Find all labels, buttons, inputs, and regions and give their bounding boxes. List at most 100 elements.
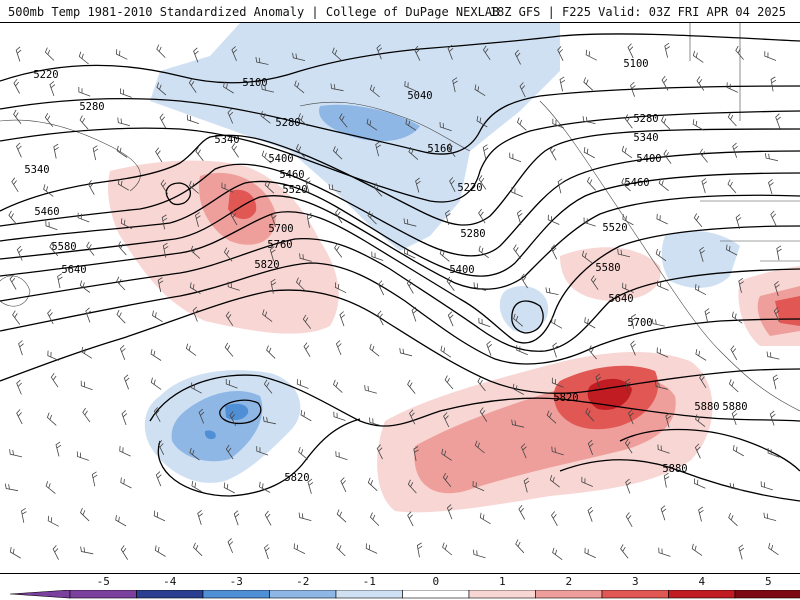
wind-barb bbox=[473, 549, 486, 559]
wind-barb bbox=[262, 416, 276, 425]
wind-barb bbox=[333, 379, 343, 393]
wind-barb bbox=[160, 179, 169, 195]
wind-barb bbox=[546, 410, 557, 424]
wind-barb bbox=[764, 51, 777, 61]
wind-barb bbox=[772, 374, 779, 390]
colorbar-tick-label: -3 bbox=[229, 575, 243, 588]
wind-barb bbox=[482, 144, 489, 160]
wind-barb bbox=[300, 409, 312, 422]
wind-barb bbox=[765, 153, 778, 162]
wind-barb bbox=[227, 538, 234, 554]
wind-barb bbox=[661, 116, 671, 130]
wind-barb bbox=[622, 214, 634, 226]
wind-barb bbox=[511, 419, 525, 428]
wind-barb bbox=[760, 481, 773, 491]
contour-label: 5700 bbox=[268, 223, 293, 235]
wind-barb bbox=[584, 317, 596, 329]
wind-barb bbox=[365, 543, 378, 554]
wind-barb bbox=[193, 542, 203, 557]
colorbar-swatch bbox=[269, 590, 337, 599]
wind-barbs bbox=[4, 42, 782, 561]
height-contours bbox=[0, 33, 800, 502]
wind-barb bbox=[270, 278, 277, 294]
colorbar-tick-label: 3 bbox=[631, 575, 639, 588]
wind-barb bbox=[551, 511, 558, 526]
wind-barb bbox=[302, 314, 312, 329]
anomaly-map: 5220 5100 5040 5280 5340 5160 5400 5460 … bbox=[0, 22, 800, 574]
contour-label: 5280 bbox=[460, 228, 485, 240]
wind-barb bbox=[121, 410, 128, 426]
wind-barb bbox=[261, 150, 272, 164]
wind-barb bbox=[191, 480, 203, 493]
wind-barb bbox=[582, 116, 596, 124]
wind-barb bbox=[699, 148, 708, 163]
colorbar-swatch bbox=[335, 590, 403, 599]
wind-barb bbox=[621, 177, 631, 192]
wind-barb bbox=[698, 506, 704, 522]
wind-barb bbox=[366, 118, 378, 131]
wind-barb bbox=[774, 281, 780, 297]
wind-barb bbox=[549, 145, 557, 161]
wind-barb bbox=[514, 49, 521, 65]
wind-barb bbox=[692, 119, 704, 131]
wind-barb bbox=[776, 245, 782, 261]
wind-barb bbox=[80, 507, 90, 522]
wind-barb bbox=[476, 115, 488, 128]
contour-label: 5580 bbox=[595, 262, 620, 274]
wind-barb bbox=[116, 145, 128, 158]
wind-barb bbox=[117, 241, 127, 256]
wind-barb bbox=[701, 178, 708, 194]
wind-barb bbox=[123, 374, 130, 390]
wind-barb bbox=[195, 212, 201, 228]
wind-barb bbox=[293, 543, 306, 554]
colorbar-tick-label: 5 bbox=[764, 575, 772, 588]
wind-barb bbox=[334, 282, 347, 294]
wind-barb bbox=[264, 180, 275, 194]
colorbar-tick-label: 4 bbox=[698, 575, 706, 588]
colorbar-swatch bbox=[136, 590, 204, 599]
wind-barb bbox=[693, 478, 706, 489]
wind-barb bbox=[513, 313, 524, 327]
map-title: 500mb Temp 1981-2010 Standardized Anomal… bbox=[8, 5, 500, 19]
wind-barb bbox=[552, 118, 565, 129]
wind-barb bbox=[515, 539, 525, 554]
wind-barb bbox=[478, 245, 489, 259]
wind-barb bbox=[259, 481, 271, 493]
wind-barb bbox=[624, 438, 633, 454]
wind-barb bbox=[8, 210, 18, 225]
wind-barb bbox=[693, 213, 703, 228]
contour-label: 5700 bbox=[627, 317, 652, 329]
wind-barb bbox=[407, 479, 417, 494]
wind-barb bbox=[152, 310, 163, 323]
wind-barb bbox=[552, 342, 559, 358]
wind-barb bbox=[413, 446, 419, 461]
wind-barb bbox=[551, 317, 563, 329]
wind-barb bbox=[229, 411, 237, 426]
wind-barb bbox=[775, 113, 781, 129]
wind-barb bbox=[52, 545, 59, 560]
wind-barb bbox=[630, 340, 636, 356]
wind-barb bbox=[46, 412, 57, 426]
wind-barb bbox=[595, 373, 602, 389]
wind-barb bbox=[725, 244, 738, 256]
wind-barb bbox=[328, 183, 342, 193]
wind-barb bbox=[85, 307, 91, 323]
wind-barb bbox=[443, 412, 450, 428]
wind-barb bbox=[78, 51, 89, 65]
contour-label: 5280 bbox=[275, 117, 300, 129]
wind-barb bbox=[657, 280, 669, 291]
wind-barb bbox=[550, 244, 558, 260]
wind-barb bbox=[559, 76, 566, 92]
wind-barb bbox=[474, 84, 486, 97]
wind-barb bbox=[197, 509, 203, 525]
wind-barb bbox=[255, 57, 269, 65]
wind-barb bbox=[50, 372, 59, 388]
wind-barb bbox=[21, 507, 27, 523]
wind-barb bbox=[336, 542, 346, 557]
wind-barb bbox=[44, 112, 54, 128]
wind-barb bbox=[625, 512, 633, 527]
wind-barb bbox=[588, 345, 597, 360]
wind-barb bbox=[731, 311, 743, 324]
contour-label: 5460 bbox=[279, 169, 304, 181]
colorbar-tick-label: 2 bbox=[565, 575, 573, 588]
